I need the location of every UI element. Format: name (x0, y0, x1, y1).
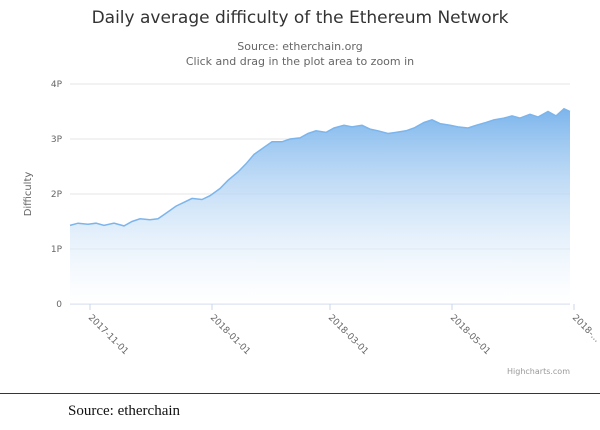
chart-subtitle: Source: etherchain.org Click and drag in… (0, 39, 600, 69)
highcharts-credit[interactable]: Highcharts.com (507, 367, 570, 376)
y-tick-label: 0 (56, 300, 62, 310)
y-axis-title: Difficulty (23, 172, 34, 217)
y-tick-label: 3P (51, 135, 63, 145)
y-tick-label: 4P (51, 80, 63, 90)
caption-divider (0, 393, 600, 394)
chart-subtitle-source: Source: etherchain.org (237, 40, 363, 53)
x-tick-label: 2018-05-01 (448, 313, 492, 357)
x-tick-label: 2018-03-01 (326, 313, 370, 357)
y-tick-label: 1P (51, 245, 63, 255)
difficulty-chart[interactable]: 0 1P 2P 3P 4P Difficulty 2017-11-01 2018-01-01 2… (0, 0, 600, 392)
x-tick-label: 2017-11-01 (86, 313, 130, 357)
y-tick-label: 2P (51, 190, 63, 200)
x-tick-label: 2018-01-01 (208, 313, 252, 357)
chart-title: Daily average difficulty of the Ethereum… (91, 8, 509, 28)
chart-subtitle-zoom-hint: Click and drag in the plot area to zoom … (185, 55, 415, 68)
difficulty-line (69, 107, 571, 227)
x-tick-label: 2018-... (570, 313, 600, 345)
difficulty-area (70, 108, 570, 304)
figure-source-caption: Source: etherchain (68, 403, 181, 419)
